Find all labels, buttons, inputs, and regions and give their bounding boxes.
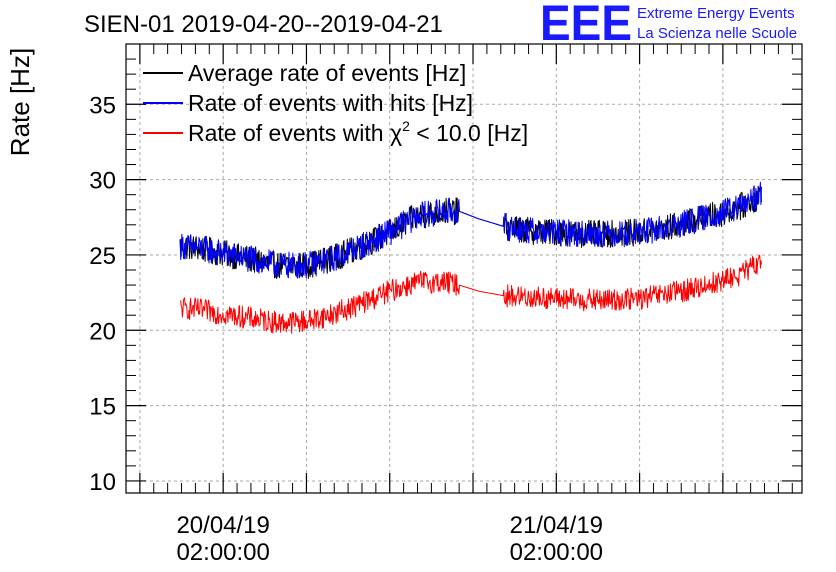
axis-ticks [125, 43, 802, 493]
legend-chi2-symbol: χ [390, 120, 402, 146]
series-line-2 [179, 254, 762, 334]
x-tick-time-label: 02:00:00 [176, 539, 269, 566]
legend-label-hits: Rate of events with hits [Hz] [188, 90, 473, 116]
x-tick-time-label: 02:00:00 [510, 539, 603, 566]
legend-chi2-sup: 2 [402, 118, 410, 134]
y-tick-label: 35 [89, 92, 116, 119]
plot-frame [125, 43, 803, 494]
logo-line-2: La Scienza nelle Scuole [637, 25, 797, 42]
x-tick-date-label: 20/04/19 [176, 512, 269, 539]
chart-title: SIEN-01 2019-04-20--2019-04-21 [84, 11, 443, 38]
tick-labels: 10152025303520/04/1902:00:0021/04/1902:0… [89, 92, 603, 566]
x-tick-date-label: 21/04/19 [510, 512, 603, 539]
series-line-1 [179, 181, 762, 279]
y-tick-label: 30 [89, 168, 116, 195]
eee-logo-mark: EEE [540, 0, 632, 51]
legend-label-average: Average rate of events [Hz] [188, 60, 466, 86]
legend-chi2-suffix: < 10.0 [Hz] [410, 120, 528, 146]
y-tick-label: 25 [89, 243, 116, 270]
series-line-0 [179, 185, 762, 279]
series-layer [179, 181, 762, 334]
y-tick-label: 15 [89, 394, 116, 421]
legend-label-chi2: Rate of events with χ2 < 10.0 [Hz] [188, 118, 528, 146]
legend-chi2-prefix: Rate of events with [188, 120, 390, 146]
legend: Average rate of events [Hz] Rate of even… [143, 60, 528, 146]
y-tick-label: 20 [89, 318, 116, 345]
y-axis-title: Rate [Hz] [5, 48, 35, 156]
logo-line-1: Extreme Energy Events [637, 5, 795, 22]
y-tick-label: 10 [89, 469, 116, 496]
eee-logo: EEE Extreme Energy Events La Scienza nel… [540, 0, 797, 51]
